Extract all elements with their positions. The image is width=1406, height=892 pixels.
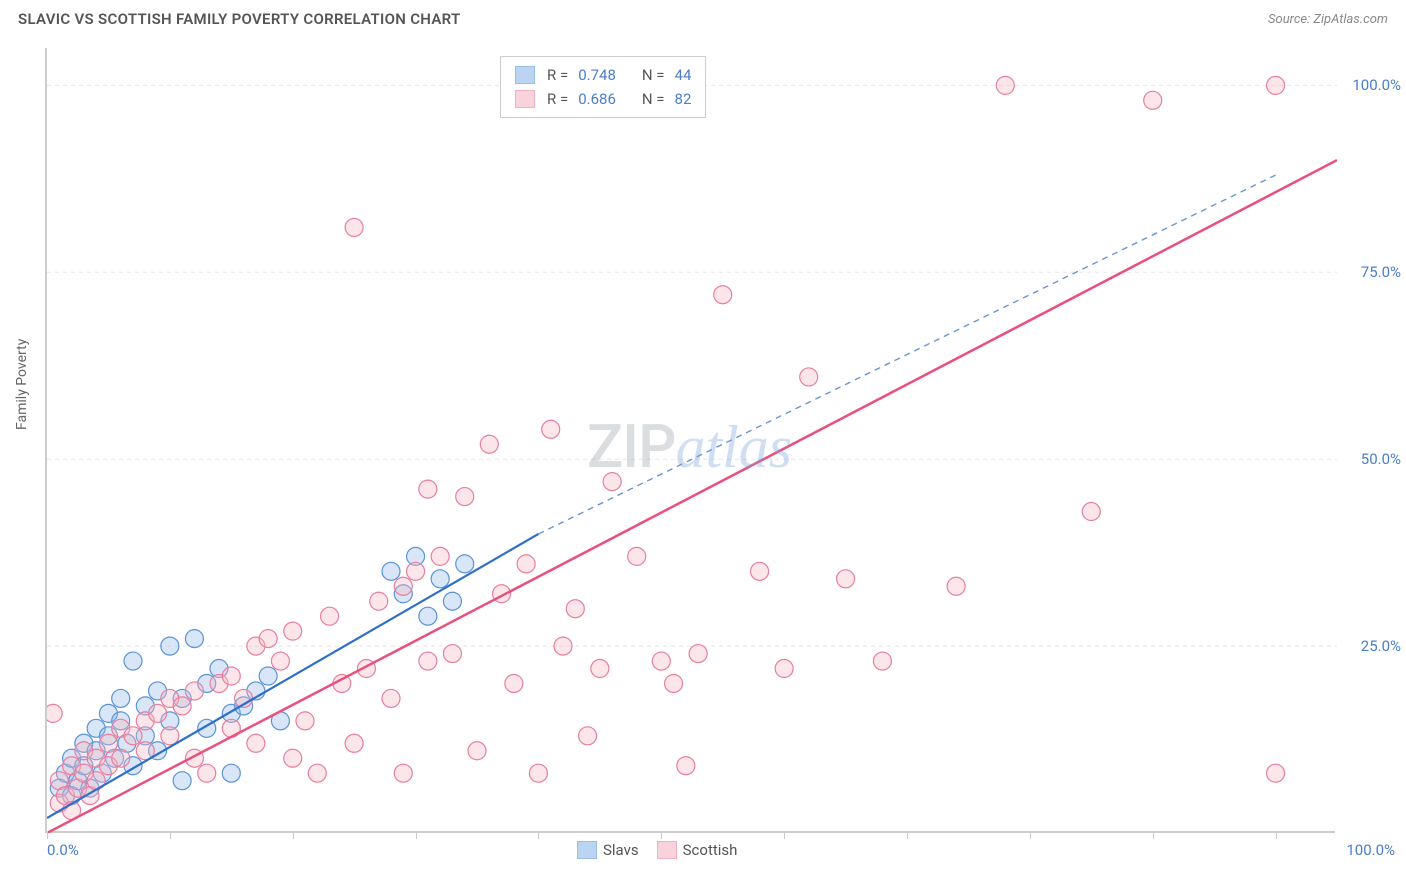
xtick <box>1153 831 1154 839</box>
ytick-label: 50.0% <box>1361 450 1401 468</box>
ytick-label: 100.0% <box>1352 76 1401 94</box>
chart-header: SLAVIC VS SCOTTISH FAMILY POVERTY CORREL… <box>0 0 1406 34</box>
xtick <box>170 831 171 839</box>
xtick <box>538 831 539 839</box>
series-legend: Slavs Scottish <box>577 841 737 859</box>
series-legend-item: Scottish <box>657 841 738 859</box>
xaxis-max-label: 100.0% <box>1346 841 1395 859</box>
xtick <box>784 831 785 839</box>
stats-legend-row: R =0.686N =82 <box>515 87 691 111</box>
ytick-label: 75.0% <box>1361 263 1401 281</box>
xtick <box>47 831 48 839</box>
xtick <box>1276 831 1277 839</box>
plot-area: 25.0%50.0%75.0%100.0%0.0%100.0%ZIPatlasR… <box>45 48 1335 833</box>
ytick-label: 25.0% <box>1361 637 1401 655</box>
xtick <box>661 831 662 839</box>
xtick <box>1030 831 1031 839</box>
chart-source: Source: ZipAtlas.com <box>1268 12 1388 27</box>
xaxis-min-label: 0.0% <box>47 841 79 859</box>
xtick <box>416 831 417 839</box>
scatter-svg <box>47 48 1337 833</box>
chart-container: 25.0%50.0%75.0%100.0%0.0%100.0%ZIPatlasR… <box>45 48 1335 833</box>
y-axis-label: Family Poverty <box>14 339 30 430</box>
series-legend-item: Slavs <box>577 841 639 859</box>
stats-legend-row: R =0.748N =44 <box>515 63 691 87</box>
chart-title: SLAVIC VS SCOTTISH FAMILY POVERTY CORREL… <box>18 10 461 28</box>
xtick <box>907 831 908 839</box>
stats-legend: R =0.748N =44R =0.686N =82 <box>500 56 706 118</box>
xtick <box>293 831 294 839</box>
